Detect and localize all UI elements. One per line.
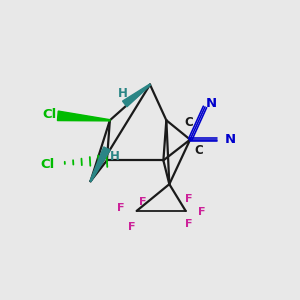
Text: F: F	[116, 203, 124, 213]
Polygon shape	[123, 84, 150, 107]
Text: Cl: Cl	[40, 158, 55, 171]
Text: C: C	[195, 144, 203, 157]
Text: F: F	[198, 207, 206, 218]
Polygon shape	[90, 147, 110, 182]
Text: F: F	[185, 219, 192, 229]
Text: F: F	[139, 197, 146, 207]
Text: H: H	[118, 87, 128, 101]
Text: C: C	[184, 116, 193, 129]
Polygon shape	[58, 111, 110, 121]
Text: N: N	[225, 133, 236, 146]
Text: Cl: Cl	[42, 108, 56, 121]
Text: F: F	[128, 222, 136, 232]
Text: H: H	[110, 150, 120, 163]
Text: N: N	[206, 97, 217, 110]
Text: F: F	[185, 194, 192, 204]
